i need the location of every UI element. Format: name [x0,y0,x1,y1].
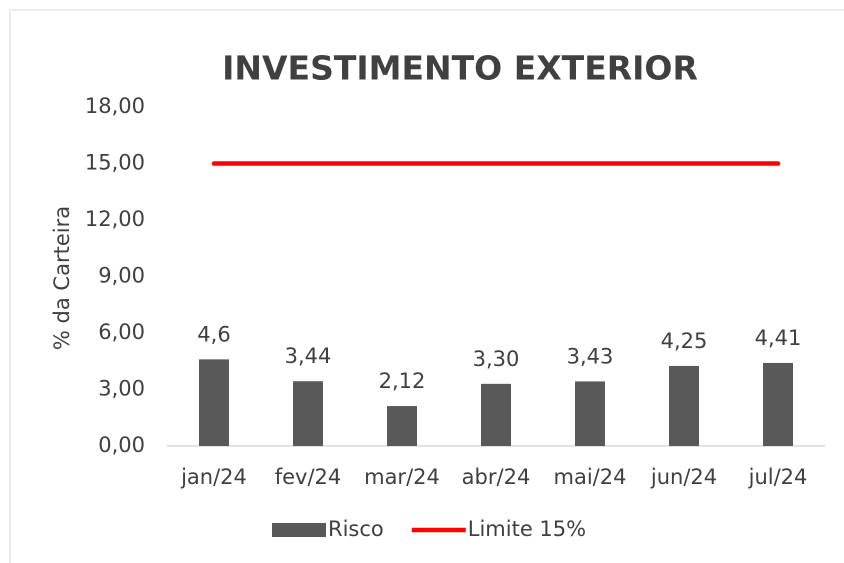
data-label: 2,12 [379,369,426,393]
bar [199,359,229,446]
bar [575,381,605,446]
y-tick-label: 0,00 [98,433,145,457]
y-tick-label: 18,00 [85,94,145,118]
data-label: 4,6 [197,322,230,346]
legend-label: Limite 15% [468,517,586,541]
x-tick-label: jan/24 [180,465,247,489]
y-tick-label: 3,00 [98,377,145,401]
y-axis-label: % da Carteira [50,206,74,350]
bar [481,383,511,446]
data-label: 3,43 [567,344,614,368]
y-tick-label: 12,00 [85,207,145,231]
x-tick-label: abr/24 [462,465,531,489]
chart-title: INVESTIMENTO EXTERIOR [222,49,698,88]
data-label: 3,44 [285,344,332,368]
x-tick-label: jun/24 [650,465,717,489]
x-tick-label: fev/24 [275,465,342,489]
data-label: 3,30 [473,347,520,371]
data-label: 4,41 [755,326,802,350]
legend-swatch [272,523,326,537]
y-tick-label: 15,00 [85,151,145,175]
bar [387,406,417,446]
x-tick-label: mar/24 [364,465,440,489]
x-tick-label: mai/24 [554,465,627,489]
y-tick-label: 9,00 [98,264,145,288]
data-label: 4,25 [661,329,708,353]
y-tick-label: 6,00 [98,320,145,344]
chart-frame [9,9,844,563]
legend-label: Risco [328,517,384,541]
bar [763,362,793,446]
x-tick-label: jul/24 [748,465,808,489]
bar [669,365,699,446]
bar [293,381,323,446]
